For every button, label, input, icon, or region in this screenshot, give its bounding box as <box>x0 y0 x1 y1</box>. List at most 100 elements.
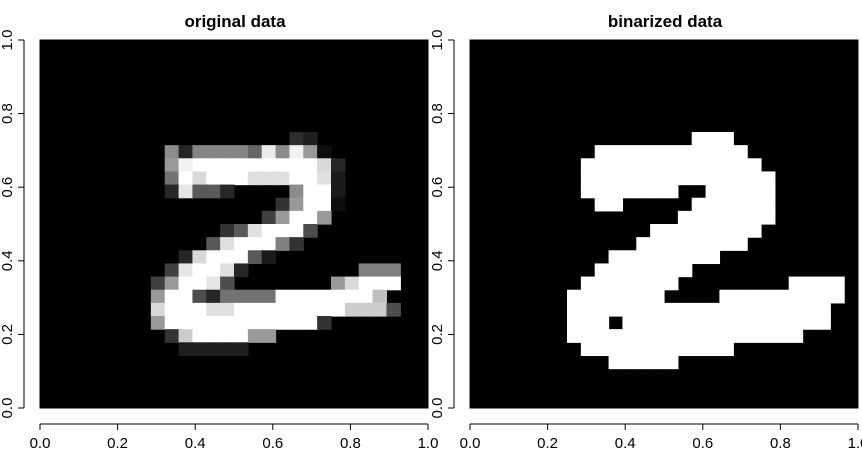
heatmap-cell <box>164 158 180 173</box>
heatmap-cell <box>622 263 637 278</box>
heatmap-cell <box>580 158 596 173</box>
heatmap-cell <box>580 316 596 330</box>
heatmap-cell <box>747 184 762 199</box>
heatmap-cell <box>164 184 180 199</box>
heatmap-cell <box>206 302 221 317</box>
heatmap-cell <box>774 316 790 330</box>
heatmap-cell <box>261 329 277 343</box>
heatmap-cell <box>650 342 665 357</box>
heatmap-cell <box>705 316 721 330</box>
heatmap-cell <box>733 145 748 159</box>
heatmap-cell <box>816 276 831 291</box>
heatmap-cell <box>247 329 263 343</box>
heatmap-cell <box>677 210 693 225</box>
heatmap-cell <box>261 145 277 159</box>
heatmap-cell <box>705 250 721 265</box>
heatmap-cell <box>289 171 304 186</box>
heatmap-cell <box>358 302 374 317</box>
heatmap-cell <box>317 316 332 330</box>
heatmap-cell <box>317 289 332 304</box>
heatmap-cell <box>650 237 665 251</box>
heatmap-cell <box>747 302 762 317</box>
y-tick-label: 0.4 <box>429 250 446 271</box>
heatmap-cell <box>650 316 665 330</box>
heatmap-cell <box>206 250 221 265</box>
heatmap-cell <box>705 171 721 186</box>
heatmap-cell <box>705 224 721 238</box>
heatmap-cell <box>705 197 721 212</box>
heatmap-cell <box>636 237 651 251</box>
heatmap-cell <box>580 184 596 199</box>
heatmap-cell <box>275 316 291 330</box>
heatmap-cell <box>164 289 180 304</box>
heatmap-cell <box>788 289 804 304</box>
heatmap-cell <box>664 276 679 291</box>
heatmap-cell <box>691 210 707 225</box>
heatmap-cell <box>289 197 304 212</box>
heatmap-cell <box>733 224 748 238</box>
heatmap-cell <box>247 224 263 238</box>
heatmap-cell <box>608 250 624 265</box>
heatmap-cell <box>220 289 235 304</box>
heatmap-cell <box>317 302 332 317</box>
axes-original: 0.0 0.2 0.4 0.6 0.8 1.0 0.0 0.2 0.4 0.6 0.8 1.0 <box>0 30 438 452</box>
heatmap-cell <box>331 197 346 212</box>
heatmap-cell <box>192 145 207 159</box>
heatmap-cell <box>220 276 235 291</box>
heatmap-cell <box>733 210 748 225</box>
heatmap-cell <box>220 237 235 251</box>
heatmap-cell <box>594 329 610 343</box>
x-tick-label: 1.0 <box>848 435 862 452</box>
heatmap-cell <box>580 302 596 317</box>
heatmap-cell <box>816 316 831 330</box>
heatmap-cell <box>719 289 734 304</box>
x-tick-label: 1.0 <box>418 435 439 452</box>
heatmap-cell <box>386 263 401 278</box>
y-tick-label: 1.0 <box>429 30 446 51</box>
heatmap-cell <box>664 316 679 330</box>
x-tick-label: 0.8 <box>770 435 791 452</box>
heatmap-cell <box>192 184 207 199</box>
heatmap-cell <box>372 276 388 291</box>
heatmap-cell <box>386 302 401 317</box>
x-tick-label: 0.8 <box>340 435 361 452</box>
heatmap-cell <box>261 210 277 225</box>
heatmap-cell <box>192 316 207 330</box>
heatmap-cell <box>677 145 693 159</box>
heatmap-cell <box>567 329 582 343</box>
heatmap-cell <box>164 316 180 330</box>
heatmap-cell <box>608 145 624 159</box>
heatmap-cell <box>567 316 582 330</box>
heatmap-cell <box>594 197 610 212</box>
heatmap-cell <box>719 171 734 186</box>
heatmap-cell <box>608 342 624 357</box>
heatmap-cell <box>622 355 637 370</box>
heatmap-cell <box>220 342 235 357</box>
heatmap-cell <box>317 197 332 212</box>
heatmap-cell <box>206 145 221 159</box>
y-tick-label: 1.0 <box>0 30 16 51</box>
heatmap-cell <box>358 263 374 278</box>
heatmap-cell <box>719 184 734 199</box>
heatmap-cell <box>344 276 360 291</box>
heatmap-original <box>40 40 428 408</box>
heatmap-cell <box>636 158 651 173</box>
heatmap-cell <box>622 289 637 304</box>
heatmap-cell <box>788 276 804 291</box>
heatmap-cell <box>220 145 235 159</box>
heatmap-cell <box>192 342 207 357</box>
heatmap-cell <box>594 342 610 357</box>
heatmap-cell <box>150 302 166 317</box>
heatmap-cell <box>636 184 651 199</box>
panel-title: binarized data <box>608 12 723 31</box>
heatmap-cell <box>206 171 221 186</box>
x-tick-label: 0.0 <box>460 435 481 452</box>
heatmap-cell <box>275 145 291 159</box>
heatmap-cell <box>331 302 346 317</box>
y-tick-label: 0.8 <box>429 103 446 124</box>
heatmap-cell <box>719 329 734 343</box>
heatmap-cell <box>816 302 831 317</box>
heatmap-cell <box>733 316 748 330</box>
heatmap-cell <box>636 263 651 278</box>
heatmap-cell <box>247 145 263 159</box>
